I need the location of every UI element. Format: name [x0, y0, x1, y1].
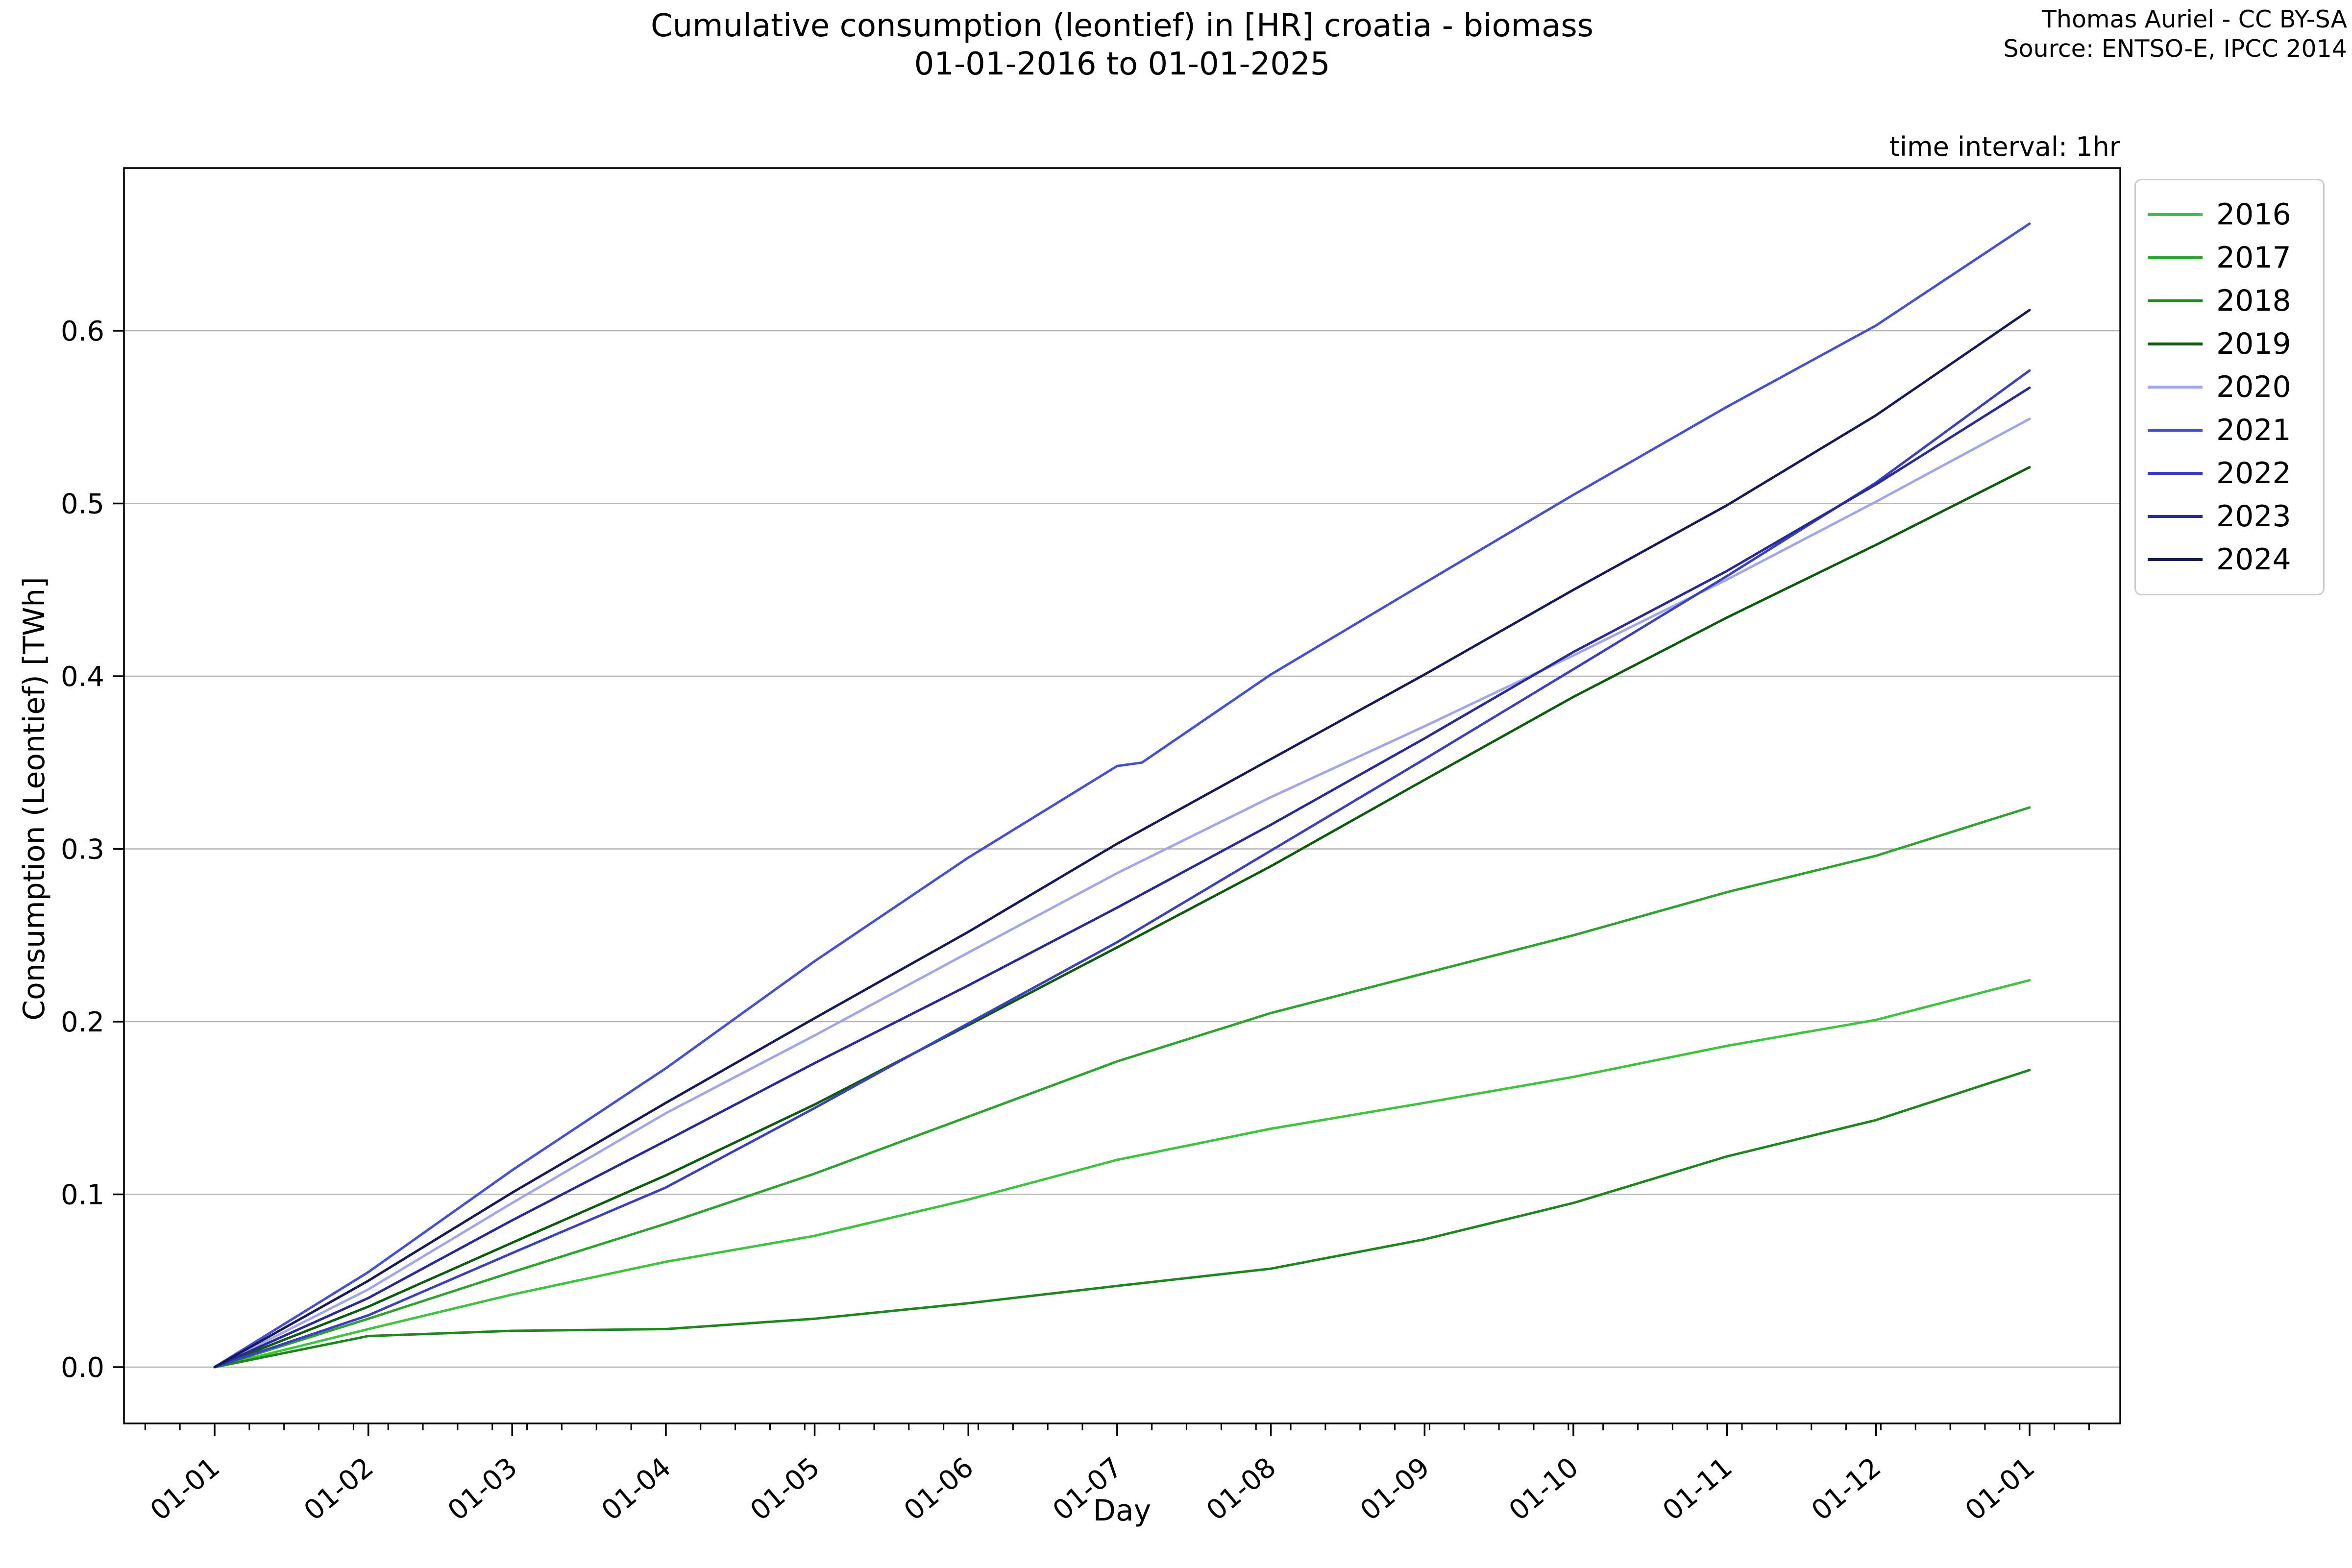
legend: 2016 2017 2018 2019 2020 2021 2022 2023 2024: [2134, 179, 2325, 595]
legend-line-swatch-2016: [2148, 213, 2203, 216]
credit-block: Thomas Auriel - CC BY-SA Source: ENTSO-E…: [2004, 5, 2347, 64]
legend-line-swatch-2022: [2148, 472, 2203, 475]
chart-title: Cumulative consumption (leontief) in [HR…: [651, 8, 1593, 44]
legend-item-label: 2019: [2216, 327, 2291, 361]
legend-item-2023: 2023: [2148, 495, 2318, 538]
legend-line-swatch-2021: [2148, 429, 2203, 432]
time-interval-note: time interval: 1hr: [1889, 131, 2120, 162]
legend-item-label: 2021: [2216, 413, 2291, 447]
series-line-2024: [213, 309, 2031, 1369]
legend-item-label: 2016: [2216, 197, 2291, 232]
legend-item-2016: 2016: [2148, 193, 2318, 236]
series-line-2016: [213, 979, 2031, 1369]
legend-item-label: 2022: [2216, 456, 2291, 490]
series-line-2022: [213, 369, 2031, 1369]
credit-line-1: Thomas Auriel - CC BY-SA: [2041, 5, 2347, 33]
legend-item-2022: 2022: [2148, 452, 2318, 495]
series-line-2023: [213, 386, 2031, 1369]
y-tick-label: 0.2: [61, 1006, 104, 1038]
y-tick-label: 0.0: [61, 1352, 104, 1384]
legend-item-2020: 2020: [2148, 366, 2318, 409]
legend-item-label: 2018: [2216, 284, 2291, 318]
legend-item-2018: 2018: [2148, 279, 2318, 322]
legend-line-swatch-2024: [2148, 558, 2203, 561]
x-axis-label: Day: [1093, 1494, 1152, 1528]
y-tick-label: 0.4: [61, 661, 104, 693]
legend-item-label: 2017: [2216, 241, 2291, 275]
legend-item-label: 2023: [2216, 499, 2291, 534]
series-line-2018: [213, 1069, 2031, 1369]
legend-line-swatch-2017: [2148, 256, 2203, 259]
series-line-2017: [213, 806, 2031, 1369]
y-tick-label: 0.6: [61, 316, 104, 347]
y-axis-label: Consumption (Leontief) [TWh]: [17, 577, 51, 1021]
legend-item-2017: 2017: [2148, 236, 2318, 279]
plot-border: [123, 167, 2121, 1424]
legend-item-2019: 2019: [2148, 322, 2318, 366]
series-line-2021: [213, 222, 2031, 1369]
series-line-2019: [213, 466, 2031, 1369]
legend-item-label: 2024: [2216, 542, 2291, 577]
legend-line-swatch-2018: [2148, 299, 2203, 302]
legend-item-label: 2020: [2216, 370, 2291, 404]
chart-title-block: Cumulative consumption (leontief) in [HR…: [124, 7, 2120, 83]
chart-subtitle: 01-01-2016 to 01-01-2025: [914, 46, 1330, 82]
legend-item-2021: 2021: [2148, 409, 2318, 452]
credit-line-2: Source: ENTSO-E, IPCC 2014: [2003, 35, 2347, 63]
y-tick-label: 0.1: [61, 1179, 104, 1211]
y-tick-label: 0.5: [61, 489, 104, 520]
legend-line-swatch-2023: [2148, 515, 2203, 518]
series-line-2020: [213, 417, 2031, 1369]
y-tick-label: 0.3: [61, 834, 104, 866]
legend-line-swatch-2020: [2148, 386, 2203, 389]
legend-item-2024: 2024: [2148, 538, 2318, 581]
legend-line-swatch-2019: [2148, 343, 2203, 345]
